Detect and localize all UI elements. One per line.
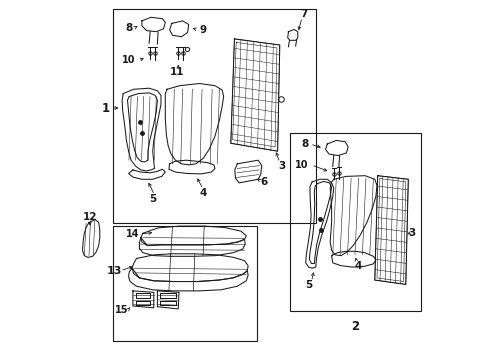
Bar <box>289 133 420 311</box>
Text: 8: 8 <box>125 23 132 33</box>
Text: 11: 11 <box>170 67 184 77</box>
Text: 3: 3 <box>407 228 415 238</box>
Text: 4: 4 <box>353 261 361 271</box>
Text: 8: 8 <box>301 139 307 149</box>
Text: 2: 2 <box>350 320 359 333</box>
Bar <box>113 226 257 341</box>
Text: 5: 5 <box>149 194 156 204</box>
Text: 10: 10 <box>122 55 135 66</box>
Text: 12: 12 <box>82 212 97 222</box>
Text: 1: 1 <box>102 102 110 114</box>
Text: 6: 6 <box>260 177 267 187</box>
Text: 4: 4 <box>199 188 206 198</box>
Text: 14: 14 <box>126 229 140 239</box>
Text: 3: 3 <box>278 161 285 171</box>
Text: 15: 15 <box>114 305 128 315</box>
Bar <box>113 9 316 223</box>
Text: 13: 13 <box>106 266 122 276</box>
Text: 9: 9 <box>199 24 206 35</box>
Text: 5: 5 <box>305 280 312 290</box>
Text: 10: 10 <box>294 160 307 170</box>
Text: 7: 7 <box>300 9 307 19</box>
